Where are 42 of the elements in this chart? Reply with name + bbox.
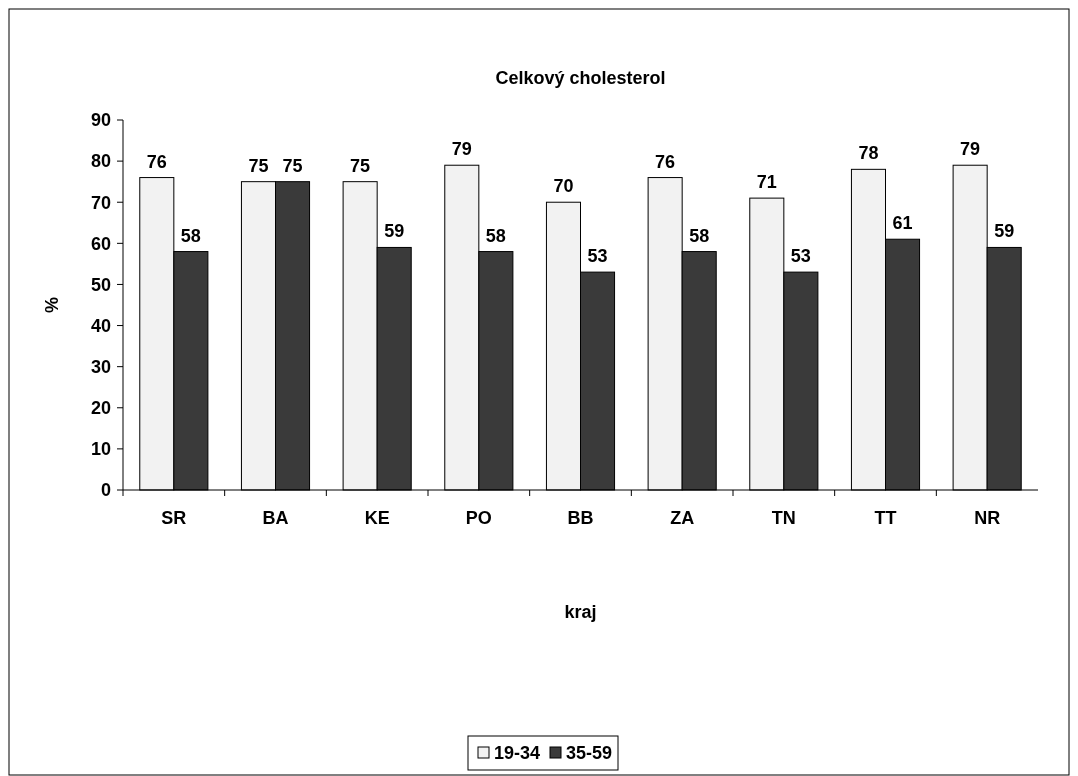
y-axis-title: % bbox=[42, 296, 62, 314]
x-tick-label: NR bbox=[974, 508, 1001, 528]
data-label: 79 bbox=[451, 139, 472, 160]
y-tick-label: 70 bbox=[90, 192, 111, 213]
data-label: 75 bbox=[282, 155, 303, 176]
y-tick-label: 40 bbox=[90, 315, 111, 336]
data-label: 53 bbox=[790, 246, 811, 267]
y-tick-label: 90 bbox=[90, 110, 111, 131]
data-label: 53 bbox=[587, 246, 608, 267]
x-tick-label: KE bbox=[364, 508, 390, 528]
data-label: 70 bbox=[553, 176, 574, 197]
data-label: 58 bbox=[485, 225, 506, 246]
data-label: 76 bbox=[146, 151, 167, 172]
data-label: 75 bbox=[350, 155, 371, 176]
y-tick-label: 20 bbox=[90, 398, 111, 419]
x-tick-label: TN bbox=[771, 508, 796, 528]
data-label: 71 bbox=[756, 172, 777, 193]
data-label: 59 bbox=[384, 221, 405, 242]
data-label: 75 bbox=[248, 155, 269, 176]
x-tick-label: BB bbox=[567, 508, 594, 528]
data-label: 76 bbox=[655, 151, 676, 172]
y-tick-label: 10 bbox=[90, 439, 111, 460]
y-tick-label: 60 bbox=[90, 233, 111, 254]
data-label: 78 bbox=[858, 143, 879, 164]
legend-label: 35-59 bbox=[566, 743, 613, 764]
x-tick-label: PO bbox=[465, 508, 492, 528]
data-label: 79 bbox=[960, 139, 981, 160]
x-axis-title: kraj bbox=[564, 602, 597, 622]
data-label: 59 bbox=[994, 221, 1015, 242]
x-tick-label: TT bbox=[874, 508, 897, 528]
data-label: 58 bbox=[689, 225, 710, 246]
y-tick-label: 50 bbox=[90, 274, 111, 295]
x-tick-label: ZA bbox=[670, 508, 695, 528]
y-tick-label: 80 bbox=[90, 151, 111, 172]
data-label: 58 bbox=[180, 225, 201, 246]
x-tick-label: BA bbox=[262, 508, 289, 528]
y-tick-label: 0 bbox=[100, 480, 111, 501]
chart-title: Celkový cholesterol bbox=[495, 68, 666, 88]
x-tick-label: SR bbox=[161, 508, 187, 528]
y-tick-label: 30 bbox=[90, 356, 111, 377]
legend-label: 19-34 bbox=[494, 743, 541, 764]
data-label: 61 bbox=[892, 213, 913, 234]
